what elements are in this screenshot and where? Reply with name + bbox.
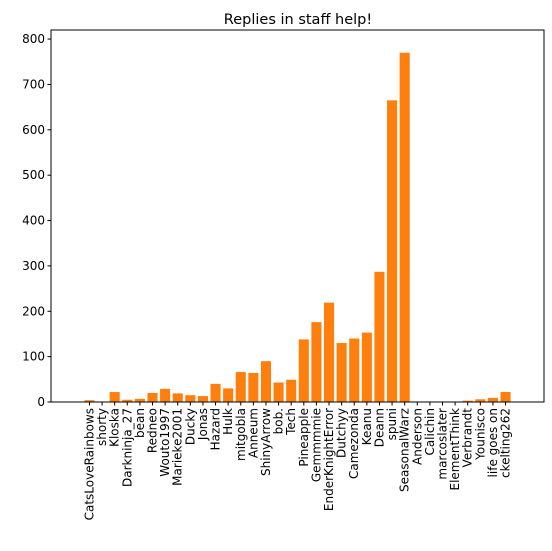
bar [361,332,372,402]
x-tick-label: bob. [272,408,286,434]
bar [298,339,309,402]
x-tick-label: ElementThink [448,408,462,491]
bar [122,399,133,402]
bar [172,393,183,402]
bar [374,271,385,402]
bar [286,379,297,402]
x-tick-label: CatsLoveRainbows [82,408,96,520]
x-tick-label: Calichin [423,408,437,456]
bar [109,392,120,402]
y-tick-label: 500 [22,168,45,182]
bar [500,392,511,402]
bar [235,372,246,402]
bar [311,322,322,402]
chart-title: Replies in staff help! [224,12,372,28]
y-tick-label: 400 [22,214,45,228]
bar [349,338,360,402]
bar [84,400,95,402]
x-tick-label: Camezonda [347,408,361,479]
x-tick-label: Hazard [209,408,223,450]
bar [462,400,473,402]
y-axis: 0 100 200 300 400 500 600 700 800 [22,32,51,409]
x-tick-label: Kloska [108,408,122,447]
bar [475,399,486,402]
x-tick-label: life goes on [486,408,500,477]
x-tick-label: Keanu [360,408,374,445]
bar [323,302,335,402]
bar [273,382,284,402]
bar [399,52,410,403]
y-tick-label: 0 [37,395,45,409]
x-tick-label: ckelting262 [499,408,513,478]
x-tick-label: Pineapple [297,408,311,467]
x-tick-label: Wouto1997 [158,408,172,477]
x-tick-label: Dutchyy [335,408,349,458]
x-tick-label: Redneo [146,408,160,453]
y-tick-label: 700 [22,77,45,91]
bar [248,372,259,402]
bar [147,392,158,402]
x-tick-label: bean [133,408,147,438]
x-tick-label: Gemmmmie [309,408,323,482]
y-tick-label: 300 [22,259,45,273]
x-tick-label: shorty [95,408,109,446]
bar [210,383,221,402]
bar [160,388,171,402]
x-tick-label: mitgobla [234,408,248,461]
bar [336,343,347,402]
bar [197,396,208,402]
y-tick-label: 100 [22,350,45,364]
x-tick-label: ShinyArrow [259,408,273,476]
x-axis: CatsLoveRainbowsshortyKloskaDarkninja_27… [82,402,513,520]
x-tick-label: Hulk [221,408,235,435]
x-tick-label: Ducky [183,408,197,445]
bar [185,395,196,402]
x-tick-label: Younisco [473,408,487,461]
x-tick-label: Marieke2001 [171,408,185,486]
bar [260,361,272,402]
x-tick-label: Anderson [410,408,424,465]
x-tick-label: SeasonalWarz [398,408,412,492]
x-tick-label: Verbrandt [461,408,475,468]
plot-frame [50,29,545,403]
y-tick-label: 800 [22,32,45,46]
bar [487,397,498,402]
x-tick-label: Anneum [246,408,260,458]
x-tick-label: marcoslater [436,408,450,480]
y-tick-label: 200 [22,304,45,318]
x-tick-label: Jonas [196,408,210,441]
x-tick-label: spuni [385,408,399,440]
bars-group [84,52,511,403]
x-tick-label: Tech [284,408,298,436]
bar [387,100,398,402]
x-tick-label: EnderKnightError [322,408,336,511]
bar [134,398,145,402]
bar [223,388,234,402]
x-tick-label: Darkninja_27 [120,408,134,487]
x-tick-label: Deann [372,408,386,447]
y-tick-label: 600 [22,123,45,137]
